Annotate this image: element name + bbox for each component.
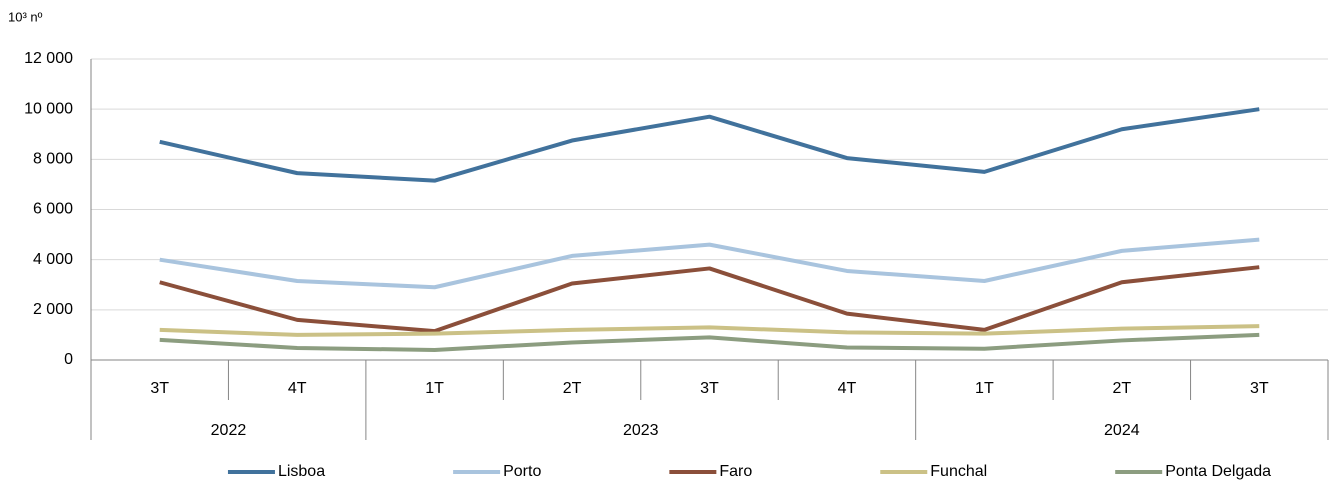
y-tick-label: 6 000 xyxy=(33,201,73,218)
group-label: 2023 xyxy=(623,422,659,439)
x-tick-label: 2T xyxy=(563,380,582,397)
x-tick-label: 2T xyxy=(1112,380,1131,397)
legend-label: Funchal xyxy=(930,463,987,480)
legend-label: Ponta Delgada xyxy=(1165,463,1271,480)
series-line xyxy=(159,107,1260,183)
series-line xyxy=(159,324,1260,337)
x-tick-label: 1T xyxy=(975,380,994,397)
group-label: 2024 xyxy=(1104,422,1140,439)
y-tick-label: 10 000 xyxy=(24,100,73,117)
y-tick-label: 8 000 xyxy=(33,151,73,168)
group-label: 2022 xyxy=(211,422,247,439)
x-tick-label: 3T xyxy=(150,380,169,397)
x-tick-label: 4T xyxy=(838,380,857,397)
unit-label: 10³ nº xyxy=(8,9,43,24)
x-tick-label: 1T xyxy=(425,380,444,397)
legend-label: Faro xyxy=(719,463,752,480)
y-tick-label: 4 000 xyxy=(33,251,73,268)
y-tick-label: 2 000 xyxy=(33,301,73,318)
series-line xyxy=(159,237,1260,290)
x-tick-label: 4T xyxy=(288,380,307,397)
x-tick-label: 3T xyxy=(1250,380,1269,397)
legend-label: Porto xyxy=(503,463,541,480)
legend-label: Lisboa xyxy=(278,463,325,480)
y-tick-label: 0 xyxy=(64,351,73,368)
x-tick-label: 3T xyxy=(700,380,719,397)
y-tick-label: 12 000 xyxy=(24,50,73,67)
series-line xyxy=(159,332,1260,352)
series-line xyxy=(159,265,1260,334)
